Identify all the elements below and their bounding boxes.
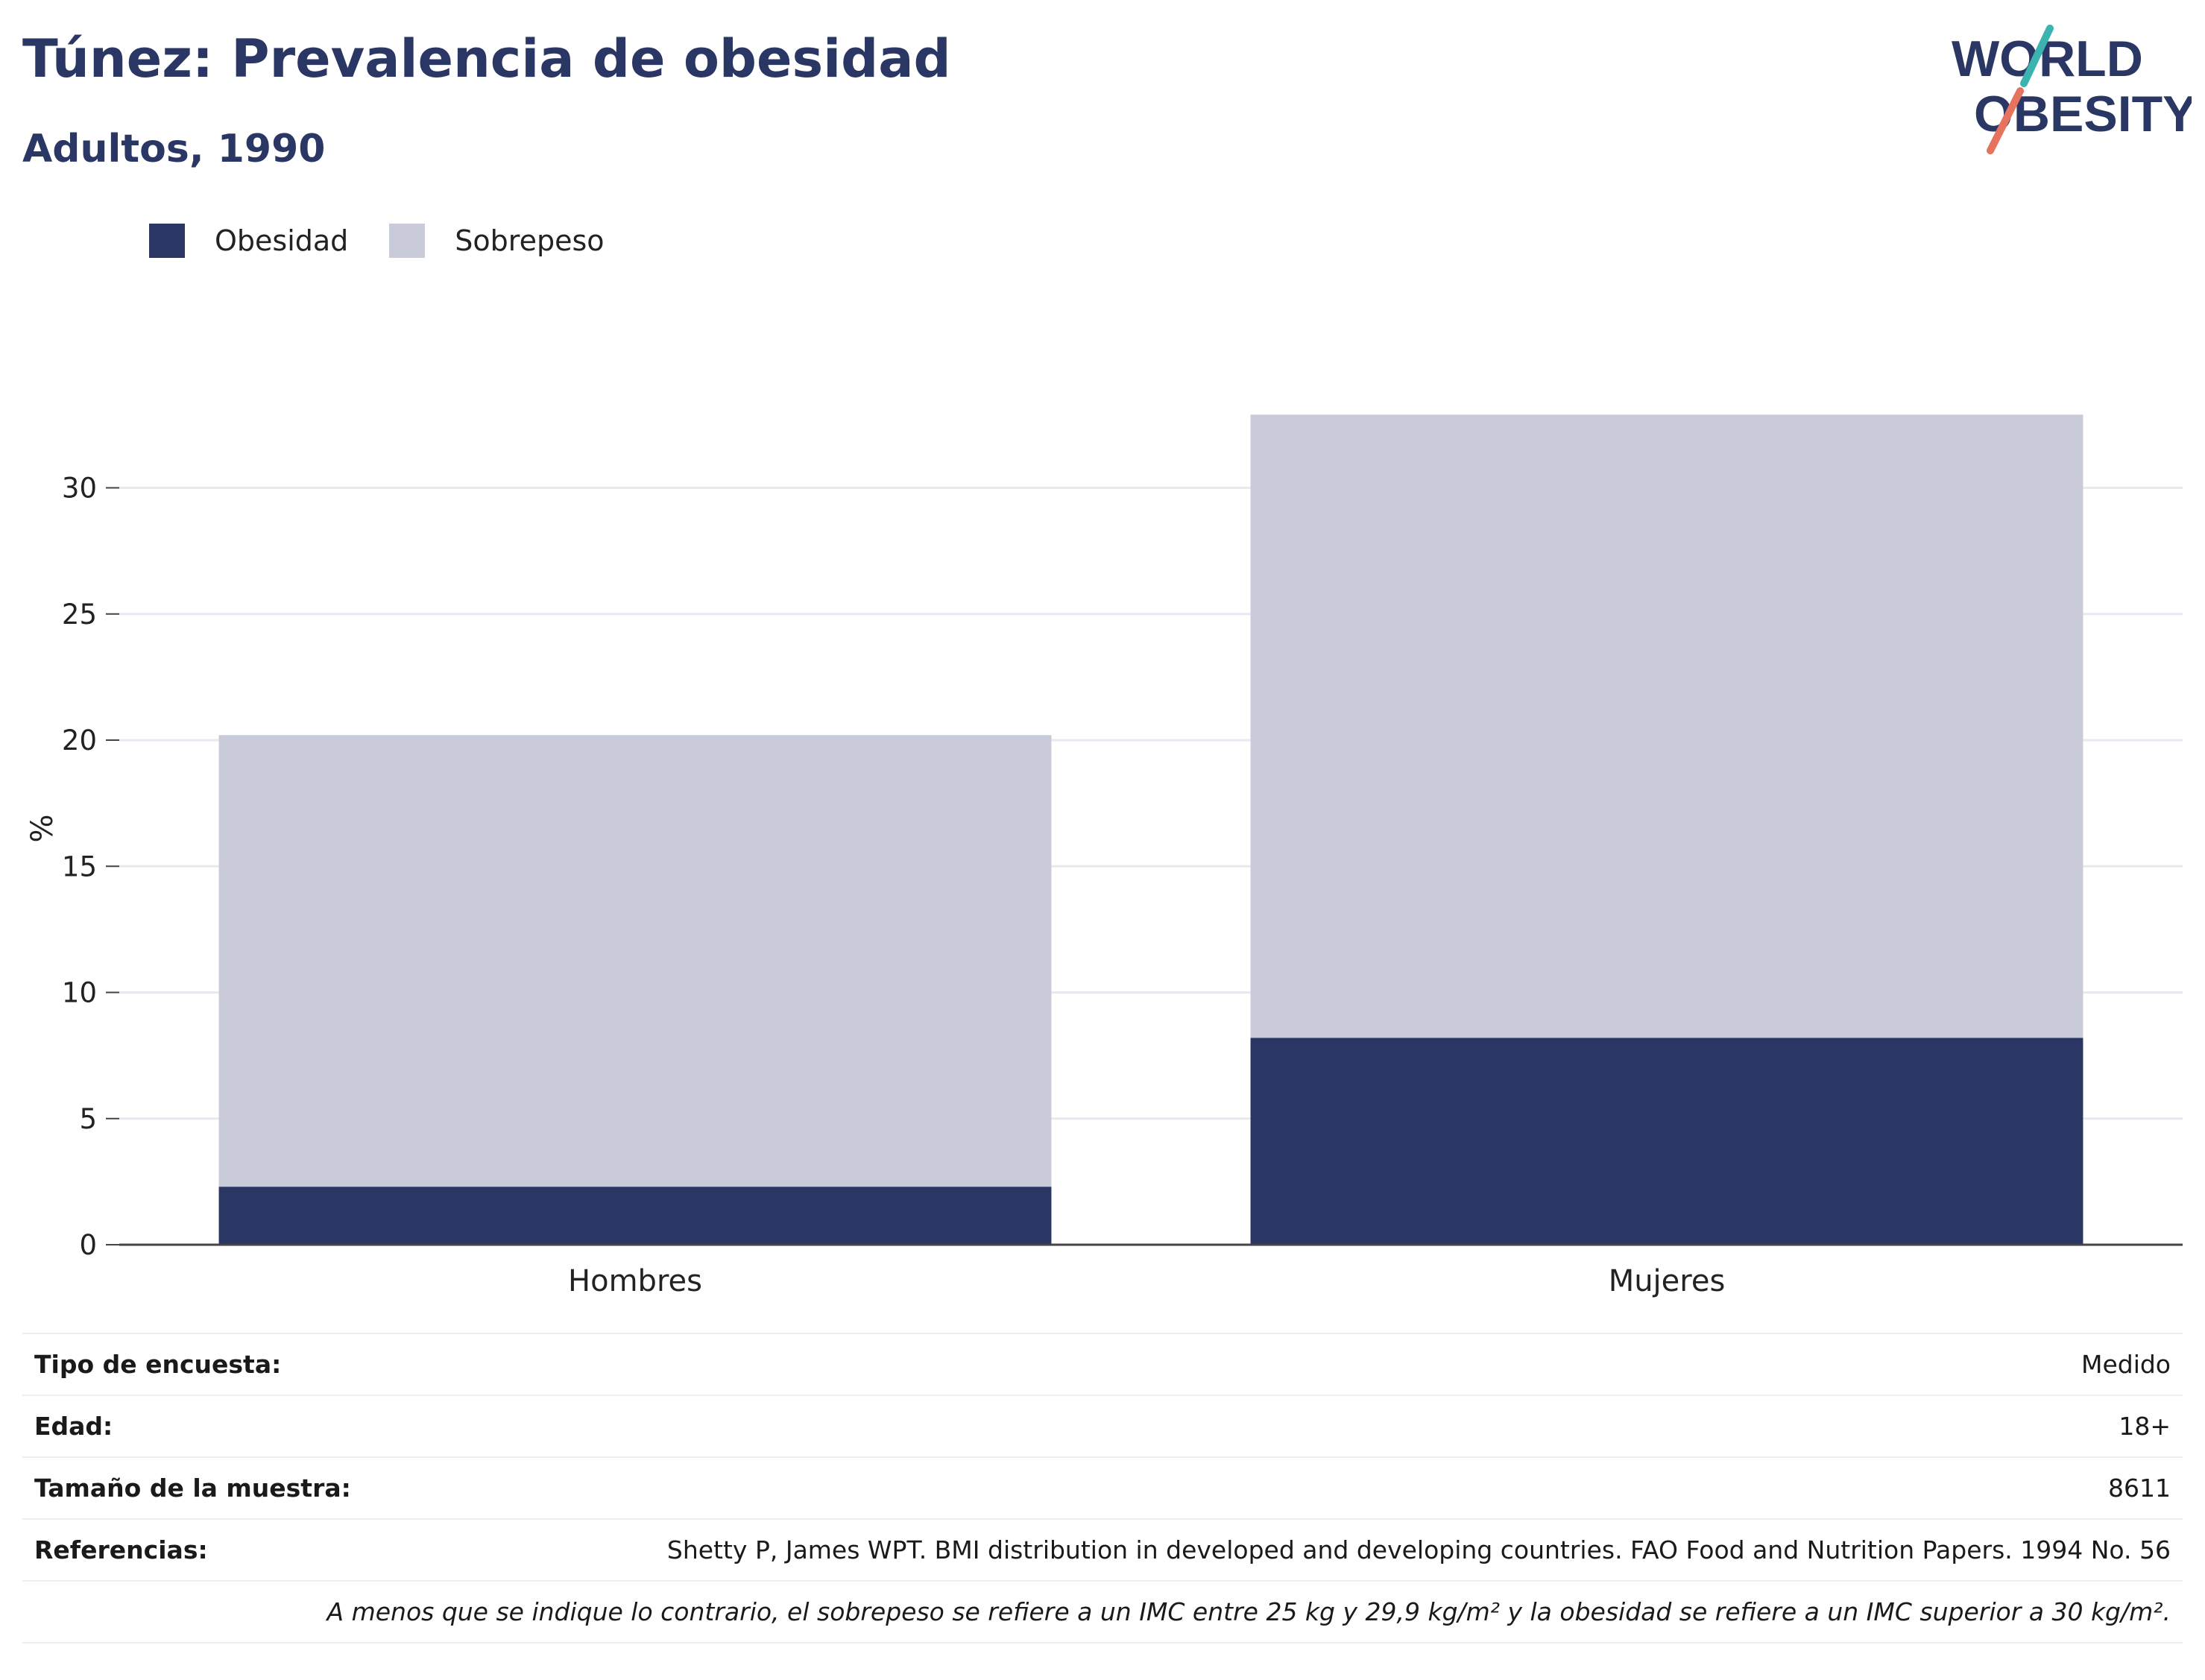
y-tick-label: 20 xyxy=(62,724,97,757)
bar-obesity-hombres xyxy=(218,1187,1052,1245)
legend-label-obesity: Obesidad xyxy=(215,224,349,257)
info-row-age: Edad: 18+ xyxy=(22,1396,2183,1458)
info-key: Tipo de encuesta: xyxy=(34,1350,282,1379)
logo-slash-teal xyxy=(2020,25,2054,87)
info-footnote: A menos que se indique lo contrario, el … xyxy=(22,1582,2183,1643)
bar-obesity-mujeres xyxy=(1250,1038,2083,1245)
chart-subtitle: Adultos, 1990 xyxy=(22,127,326,171)
info-value: 8611 xyxy=(2108,1474,2171,1503)
legend-item-obesity[interactable]: Obesidad xyxy=(149,224,348,258)
logo-slash-red xyxy=(1987,87,2024,154)
info-value: 18+ xyxy=(2119,1412,2171,1441)
footnote-text: A menos que se indique lo contrario, el … xyxy=(327,1597,2171,1626)
info-value: Medido xyxy=(2081,1350,2171,1379)
bar-overweight-mujeres xyxy=(1250,414,2083,1038)
y-tick-label: 5 xyxy=(79,1103,97,1135)
legend-label-overweight: Sobrepeso xyxy=(455,224,605,257)
y-tick-label: 25 xyxy=(62,599,97,631)
y-tick-label: 10 xyxy=(62,977,97,1009)
info-row-sample-size: Tamaño de la muestra: 8611 xyxy=(22,1458,2183,1520)
legend-swatch-overweight xyxy=(389,224,426,258)
legend: Obesidad Sobrepeso xyxy=(149,224,646,258)
survey-info-table: Tipo de encuesta: Medido Edad: 18+ Tamañ… xyxy=(22,1333,2183,1643)
bar-chart: 0 5 10 15 20 25 30% Hombres Mujeres xyxy=(25,414,2183,1298)
info-row-references: Referencias: Shetty P, James WPT. BMI di… xyxy=(22,1520,2183,1582)
info-key: Edad: xyxy=(34,1412,113,1441)
info-row-survey-type: Tipo de encuesta: Medido xyxy=(22,1334,2183,1396)
x-tick-label: Mujeres xyxy=(1609,1264,1726,1298)
chart-title: Túnez: Prevalencia de obesidad xyxy=(22,28,951,89)
legend-item-overweight[interactable]: Sobrepeso xyxy=(389,224,605,258)
y-tick-label: 0 xyxy=(79,1229,97,1261)
y-axis-label: % xyxy=(25,814,60,842)
info-key: Referencias: xyxy=(34,1535,208,1564)
info-key: Tamaño de la muestra: xyxy=(34,1474,351,1503)
world-obesity-logo: WORLD OBESITY xyxy=(1952,25,2192,154)
y-tick-label: 15 xyxy=(62,850,97,882)
y-tick-label: 30 xyxy=(62,473,97,505)
bar-overweight-hombres xyxy=(218,735,1052,1187)
x-tick-label: Hombres xyxy=(568,1264,702,1298)
legend-swatch-obesity xyxy=(149,224,185,258)
info-value: Shetty P, James WPT. BMI distribution in… xyxy=(666,1535,2171,1564)
